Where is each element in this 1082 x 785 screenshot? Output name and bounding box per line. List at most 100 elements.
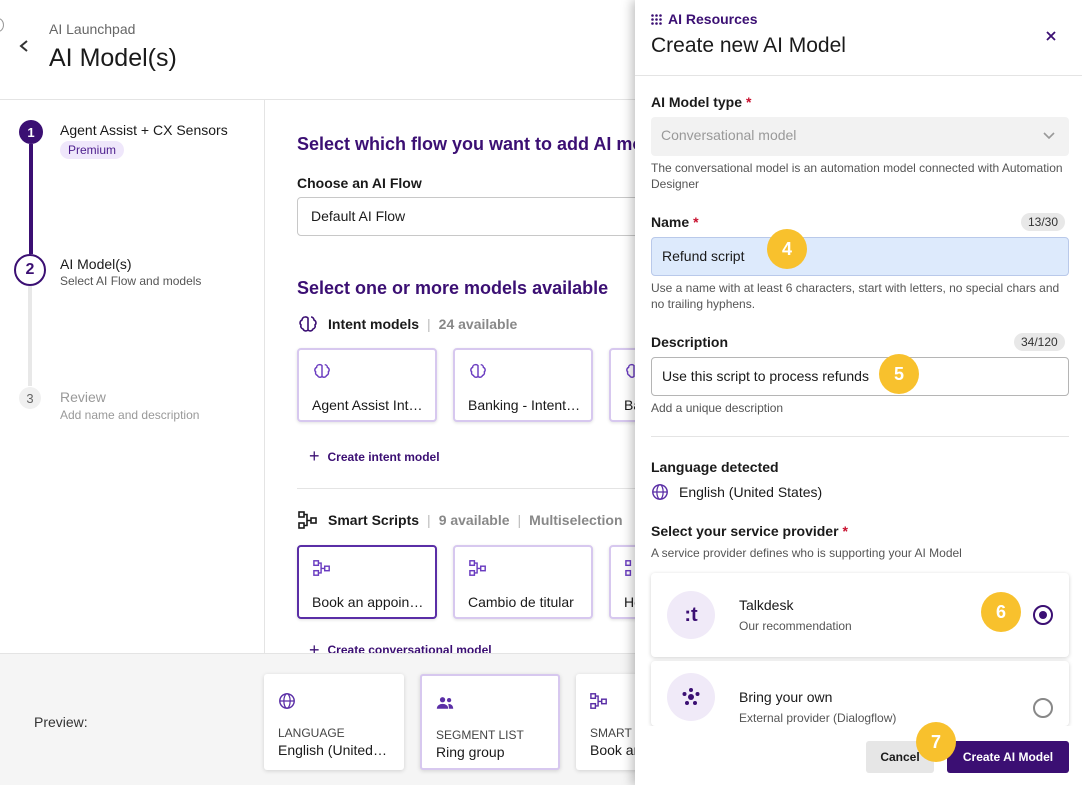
step-3-title: Review xyxy=(60,389,106,405)
model-type-select: Conversational model xyxy=(651,117,1069,156)
smart-script-card[interactable]: Book an appointment xyxy=(297,545,437,619)
close-button[interactable] xyxy=(1045,26,1057,47)
provider-name: Talkdesk xyxy=(739,597,794,613)
create-ai-model-button[interactable]: Create AI Model xyxy=(947,741,1069,773)
intent-models-header: Intent models | 24 available xyxy=(298,314,517,334)
intent-model-card[interactable]: Banking - Intent model xyxy=(453,348,593,422)
create-intent-model-link[interactable]: + Create intent model xyxy=(309,446,440,467)
apps-grid-icon xyxy=(651,13,662,25)
create-intent-model-label: Create intent model xyxy=(327,449,440,464)
create-ai-model-panel: AI Resources Create new AI Model AI Mode… xyxy=(635,0,1082,785)
dialogflow-icon xyxy=(667,673,715,721)
smart-scripts-count: 9 available xyxy=(438,512,510,528)
flow-icon xyxy=(625,560,632,576)
separator: | xyxy=(427,512,431,528)
flow-label: Choose an AI Flow xyxy=(297,175,422,191)
smart-scripts-mode: Multiselection xyxy=(529,512,623,528)
provider-label: Select your service provider * xyxy=(651,523,848,539)
preview-category: SEGMENT LIST xyxy=(436,728,524,742)
flow-select[interactable]: Default AI Flow xyxy=(297,197,657,236)
description-char-counter: 34/120 xyxy=(1014,333,1065,351)
close-icon xyxy=(1046,31,1056,41)
preview-value: Ring group xyxy=(436,744,505,760)
card-label: Agent Assist Intent xyxy=(312,397,427,413)
brain-icon xyxy=(314,363,330,378)
brain-icon xyxy=(626,363,635,378)
preview-label: Preview: xyxy=(34,714,88,730)
brain-icon xyxy=(470,363,486,378)
callout-badge: 5 xyxy=(879,354,919,394)
callout-badge: 7 xyxy=(916,722,956,762)
description-label: Description xyxy=(651,334,729,350)
name-help: Use a name with at least 6 characters, s… xyxy=(651,281,1060,311)
name-char-counter: 13/30 xyxy=(1021,213,1066,231)
model-type-help: The conversational model is an automatio… xyxy=(651,161,1063,191)
chevron-down-icon xyxy=(1043,132,1055,140)
back-button[interactable] xyxy=(18,38,34,56)
step-3-subtitle: Add name and description xyxy=(60,408,200,422)
globe-icon xyxy=(279,693,295,709)
plus-icon: + xyxy=(309,446,320,466)
flow-heading: Select which flow you want to add AI mod… xyxy=(297,134,680,154)
divider xyxy=(651,436,1069,437)
preview-value: English (United States) xyxy=(278,742,390,758)
callout-badge: 4 xyxy=(767,229,807,269)
ai-resources-link[interactable]: AI Resources xyxy=(651,11,757,27)
page-header: AI Launchpad AI Model(s) xyxy=(0,0,1082,100)
card-label: Cambio de titular xyxy=(468,594,574,610)
panel-title: Create new AI Model xyxy=(651,34,846,57)
divider xyxy=(297,488,657,489)
provider-subtitle: External provider (Dialogflow) xyxy=(739,711,897,725)
model-type-label: AI Model type * xyxy=(651,94,752,110)
chevron-left-icon xyxy=(19,40,28,52)
step-2-indicator: 2 xyxy=(14,254,46,286)
description-input[interactable]: Use this script to process refunds xyxy=(651,357,1069,396)
card-label: Book an appointment xyxy=(312,594,427,610)
step-2-subtitle: Select AI Flow and models xyxy=(60,274,202,288)
flow-icon xyxy=(298,511,317,529)
preview-card-segment-list: SEGMENT LIST Ring group xyxy=(420,674,560,770)
step-3-indicator: 3 xyxy=(19,387,41,409)
create-conversational-model-link[interactable]: + Create conversational model xyxy=(309,643,492,653)
avatar[interactable] xyxy=(0,18,4,32)
card-label: Banking - Intent model xyxy=(468,397,583,413)
description-help: Add a unique description xyxy=(651,401,784,415)
step-1-indicator: 1 xyxy=(19,120,43,144)
plus-icon: + xyxy=(309,643,320,653)
provider-subtitle: Our recommendation xyxy=(739,619,852,633)
flow-icon xyxy=(590,693,607,709)
flow-icon xyxy=(313,560,330,576)
name-input[interactable]: Refund script xyxy=(651,237,1069,276)
provider-radio-unselected[interactable] xyxy=(1033,698,1053,718)
flow-icon xyxy=(469,560,486,576)
globe-icon xyxy=(652,484,668,500)
model-type-value: Conversational model xyxy=(661,127,797,143)
language-label: Language detected xyxy=(651,459,779,475)
provider-radio-selected[interactable] xyxy=(1033,605,1053,625)
provider-option-bring-your-own[interactable]: Bring your own External provider (Dialog… xyxy=(651,661,1069,726)
intent-models-title: Intent models xyxy=(328,316,420,332)
premium-badge: Premium xyxy=(60,141,125,159)
talkdesk-logo: :t xyxy=(667,591,715,639)
people-icon xyxy=(436,697,454,709)
panel-header: AI Resources Create new AI Model xyxy=(635,0,1082,76)
ai-resources-label: AI Resources xyxy=(668,11,758,27)
language-value: English (United States) xyxy=(679,484,823,500)
step-connector-complete xyxy=(29,144,33,254)
smart-scripts-title: Smart Scripts xyxy=(328,512,420,528)
page-title: AI Model(s) xyxy=(49,44,177,72)
breadcrumb[interactable]: AI Launchpad xyxy=(49,21,136,37)
intent-model-card[interactable]: Agent Assist Intent xyxy=(297,348,437,422)
create-conversational-model-label: Create conversational model xyxy=(327,643,492,653)
preview-category: LANGUAGE xyxy=(278,726,345,740)
preview-card-language: LANGUAGE English (United States) xyxy=(264,674,404,770)
stepper: 1 Agent Assist + CX Sensors Premium 2 AI… xyxy=(0,100,265,653)
name-label: Name * xyxy=(651,214,699,230)
separator: | xyxy=(427,316,431,332)
smart-script-card[interactable]: Cambio de titular xyxy=(453,545,593,619)
provider-name: Bring your own xyxy=(739,689,833,705)
models-heading: Select one or more models available xyxy=(297,278,609,298)
language-row: English (United States) xyxy=(651,483,822,501)
provider-help: A service provider defines who is suppor… xyxy=(651,546,962,560)
separator: | xyxy=(517,512,522,528)
